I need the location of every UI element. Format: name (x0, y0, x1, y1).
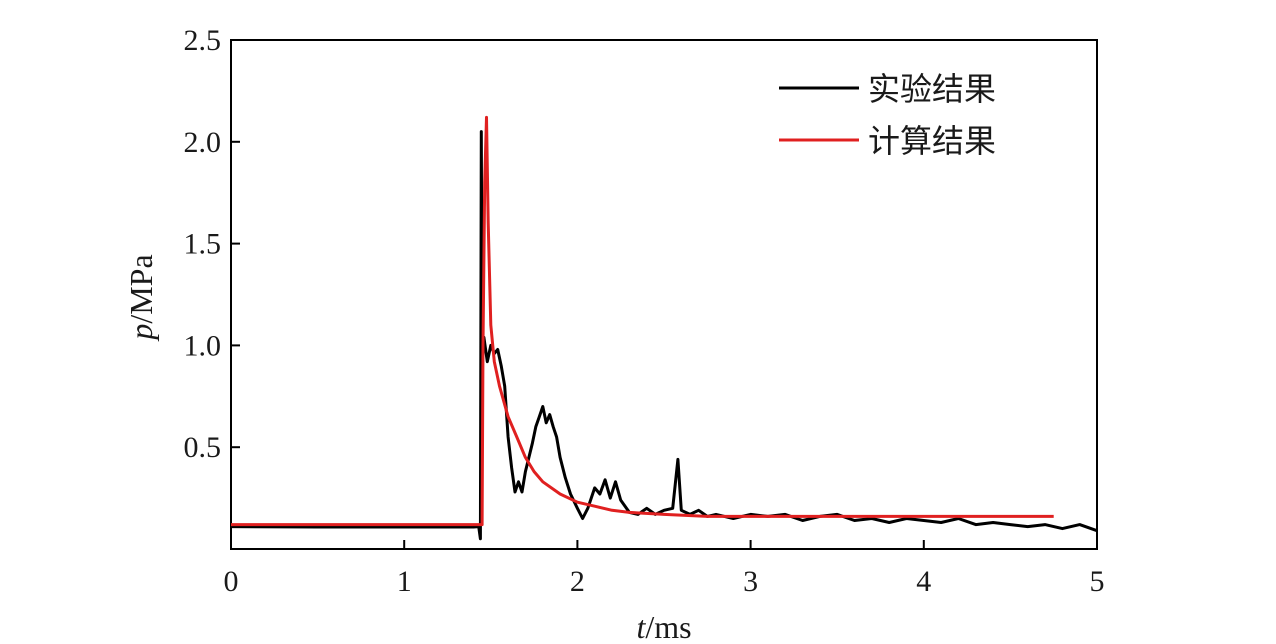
x-tick-label: 4 (916, 565, 931, 598)
y-tick-label: 0.5 (184, 431, 222, 464)
legend-label-calculation: 计算结果 (868, 122, 996, 160)
plot-frame (230, 39, 1098, 550)
x-tick-label: 1 (397, 565, 412, 598)
x-axis-ticks: 0 1 2 3 4 5 (224, 540, 1105, 598)
experiment-series-line (230, 130, 1098, 541)
y-axis-ticks: 0.5 1.0 1.5 2.0 2.5 (184, 24, 240, 464)
x-tick-label: 3 (743, 565, 758, 598)
y-tick-label: 1.0 (184, 329, 222, 362)
x-axis-variable: t (636, 609, 646, 644)
y-axis-label: p/MPa (123, 254, 159, 341)
y-axis-unit: /MPa (123, 254, 159, 323)
y-tick-label: 2.0 (184, 126, 222, 159)
x-axis-label: t/ms (636, 609, 691, 644)
y-axis-variable: p (123, 324, 159, 342)
y-tick-label: 2.5 (184, 24, 222, 57)
y-tick-label: 1.5 (184, 228, 222, 261)
legend: 实验结果 计算结果 (779, 70, 996, 160)
x-tick-label: 0 (224, 565, 239, 598)
x-tick-label: 2 (570, 565, 585, 598)
x-tick-label: 5 (1090, 565, 1105, 598)
calculation-series-line (231, 115, 1054, 527)
x-axis-unit: /ms (645, 609, 691, 644)
series-layer (230, 115, 1098, 541)
legend-label-experiment: 实验结果 (868, 70, 996, 108)
